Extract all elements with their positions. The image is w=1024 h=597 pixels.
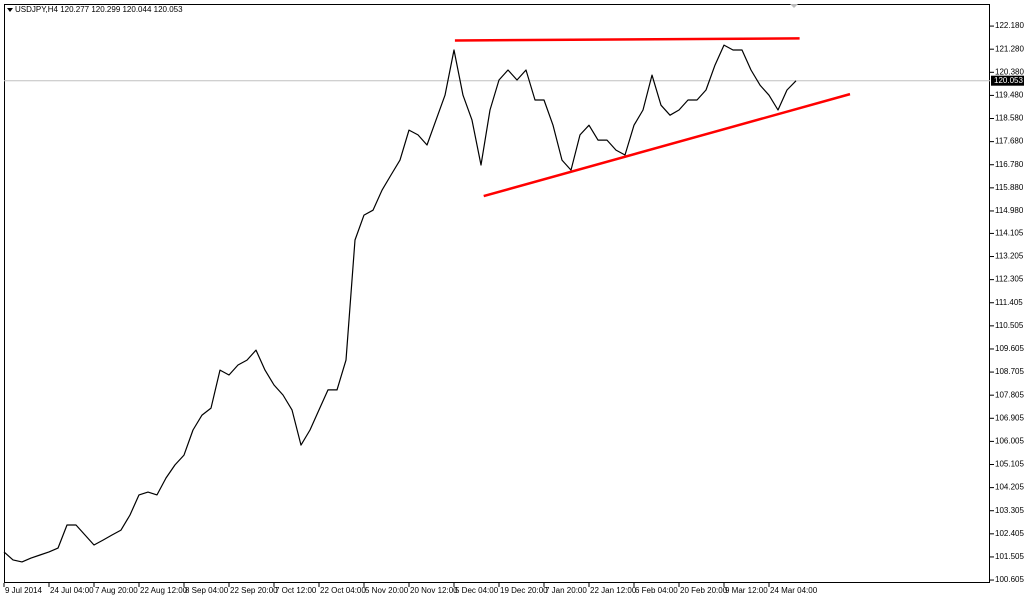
y-tick-label: 106.905 — [995, 413, 1024, 422]
y-tick-label: 105.105 — [995, 460, 1024, 469]
y-tick-label: 116.780 — [995, 160, 1024, 169]
x-tick-label: 22 Oct 04:00 — [320, 586, 366, 595]
x-tick-label: 7 Aug 20:00 — [95, 586, 138, 595]
y-tick-label: 108.705 — [995, 367, 1024, 376]
y-tick-label: 114.105 — [995, 229, 1024, 238]
last-price-label: 120.053 — [994, 76, 1023, 85]
y-tick-label: 113.205 — [995, 252, 1024, 261]
y-tick-label: 122.180 — [995, 21, 1024, 30]
plot-frame — [4, 4, 990, 583]
trendline — [454, 37, 800, 42]
y-tick-label: 107.805 — [995, 390, 1024, 399]
price-line — [3, 44, 797, 563]
x-tick-label: 9 Jul 2014 — [5, 586, 42, 595]
x-tick-label: 22 Jan 12:00 — [590, 586, 637, 595]
y-tick-label: 100.605 — [995, 575, 1024, 584]
y-tick-label: 101.505 — [995, 552, 1024, 561]
trendline — [483, 92, 851, 198]
x-tick-label: 20 Nov 12:00 — [410, 586, 458, 595]
x-tick-label: 22 Aug 12:00 — [140, 586, 188, 595]
y-tick-label: 106.005 — [995, 437, 1024, 446]
x-tick-label: 19 Dec 20:00 — [500, 586, 548, 595]
x-tick-label: 7 Jan 20:00 — [545, 586, 587, 595]
x-tick-label: 5 Nov 20:00 — [365, 586, 409, 595]
y-tick-label: 120.380 — [995, 67, 1024, 76]
x-tick-label: 6 Feb 04:00 — [635, 586, 678, 595]
y-tick-label: 112.305 — [995, 275, 1024, 284]
x-tick-label: 7 Oct 12:00 — [275, 586, 317, 595]
y-tick-label: 115.880 — [995, 183, 1024, 192]
y-tick-label: 117.680 — [995, 137, 1024, 146]
menu-icon — [7, 8, 13, 12]
y-tick-label: 111.405 — [995, 298, 1023, 307]
y-tick-label: 114.980 — [995, 206, 1024, 215]
x-tick-label: 20 Feb 20:00 — [680, 586, 728, 595]
y-tick-label: 121.280 — [995, 44, 1024, 53]
x-tick-label: 24 Mar 04:00 — [770, 586, 818, 595]
x-tick-label: 8 Sep 04:00 — [185, 586, 229, 595]
y-tick-label: 109.605 — [995, 344, 1024, 353]
y-tick-label: 118.580 — [995, 114, 1024, 123]
x-tick-label: 22 Sep 20:00 — [230, 586, 278, 595]
y-tick-label: 119.480 — [995, 91, 1024, 100]
chart-title: USDJPY,H4 120.277 120.299 120.044 120.05… — [15, 5, 183, 14]
last-price-box — [991, 75, 1024, 86]
shift-marker — [790, 4, 798, 8]
y-tick-label: 104.205 — [995, 483, 1024, 492]
x-tick-label: 9 Mar 12:00 — [725, 586, 768, 595]
x-tick-label: 5 Dec 04:00 — [455, 586, 499, 595]
y-tick-label: 110.505 — [995, 321, 1024, 330]
x-tick-label: 24 Jul 04:00 — [50, 586, 94, 595]
y-tick-label: 102.405 — [995, 529, 1024, 538]
y-tick-label: 103.305 — [995, 506, 1024, 515]
